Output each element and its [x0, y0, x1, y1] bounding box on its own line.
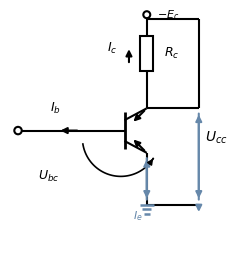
- Text: $I_b$: $I_b$: [50, 101, 61, 116]
- Bar: [140, 36, 153, 71]
- Text: $-E_c$: $-E_c$: [157, 9, 179, 22]
- Text: $I_c$: $I_c$: [107, 41, 117, 56]
- Text: $R_c$: $R_c$: [164, 46, 180, 61]
- Text: $I_e$: $I_e$: [133, 209, 143, 223]
- Text: $U_{bc}$: $U_{bc}$: [38, 169, 59, 184]
- Text: $U_{cc}$: $U_{cc}$: [205, 130, 228, 146]
